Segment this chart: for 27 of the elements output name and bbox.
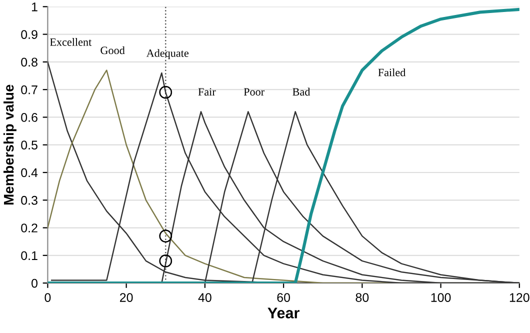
series-label: Fair [198, 88, 216, 96]
x-tick-label: 100 [431, 293, 451, 302]
x-axis-title: Year [268, 308, 300, 318]
y-tick-label: 0.3 [21, 196, 38, 205]
series-label: Failed [378, 68, 406, 76]
series-label: Good [100, 46, 125, 54]
x-tick-label: 60 [277, 293, 290, 302]
series-label: Adequate [146, 49, 188, 60]
y-axis-title: Membership value [3, 84, 16, 205]
x-tick-label: 120 [510, 293, 530, 302]
x-tick-label: 0 [44, 293, 51, 302]
y-tick-label: 0.6 [21, 113, 38, 122]
y-tick-label: 0.5 [21, 140, 38, 150]
x-tick-label: 40 [198, 293, 212, 302]
y-tick-label: 1 [32, 2, 38, 12]
series-label: Excellent [50, 38, 92, 46]
series-label: Bad [292, 88, 310, 96]
y-tick-label: 0.9 [21, 30, 38, 39]
series-label: Poor [244, 88, 264, 96]
y-tick-label: 0.4 [21, 168, 38, 178]
y-tick-label: 0.2 [21, 224, 38, 232]
x-tick-label: 20 [120, 293, 133, 302]
y-tick-label: 0.8 [21, 58, 38, 67]
x-tick-label: 80 [356, 293, 369, 302]
y-tick-label: 0.7 [21, 85, 38, 94]
y-tick-label: 0 [32, 278, 38, 288]
y-tick-label: 0.1 [21, 251, 38, 260]
